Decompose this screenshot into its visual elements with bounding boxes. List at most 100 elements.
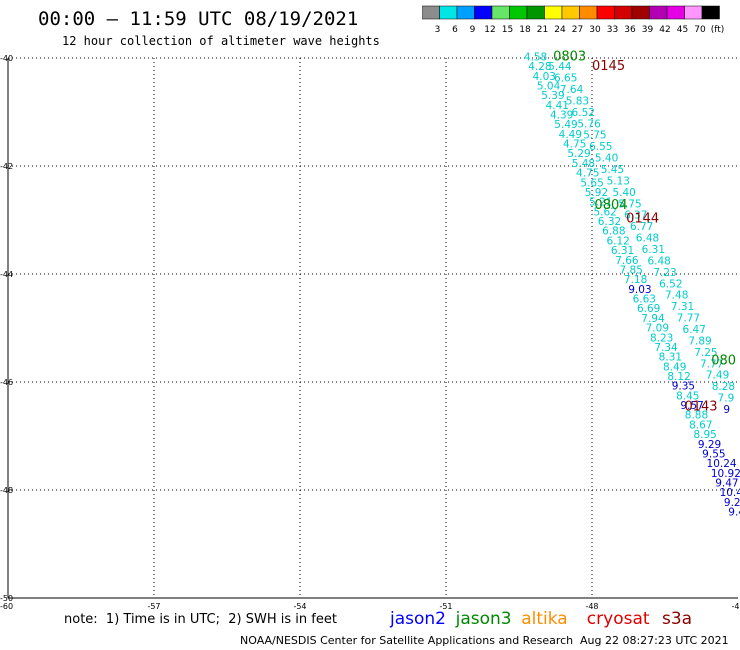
wave-height-reading: 5.45: [601, 164, 624, 176]
wave-height-reading: 8.12: [667, 371, 690, 383]
colorbar-label: 27: [572, 25, 583, 35]
note-text: note: 1) Time is in UTC; 2) SWH is in fe…: [64, 612, 337, 627]
pass-time-label: 0144: [626, 211, 659, 226]
wave-height-colorbar: 3 6 9 12 15 18 21 24 27 30 33 36 39 42 45 70 (ft): [422, 5, 725, 35]
wave-height-reading: 8.31: [659, 352, 682, 364]
wave-height-reading: 9.03: [628, 284, 651, 296]
colorbar-label: 39: [642, 25, 654, 35]
colorbar-label: 9: [470, 25, 476, 35]
page-subtitle: 12 hour collection of altimeter wave hei…: [62, 34, 380, 48]
wave-height-reading: 10.24: [707, 458, 737, 470]
colorbar-label: 15: [502, 25, 513, 35]
colorbar-label: 24: [554, 25, 566, 35]
colorbar-label: (ft): [711, 25, 725, 35]
colorbar-label: 33: [607, 25, 618, 35]
wave-height-reading: 7.77: [700, 358, 723, 370]
wave-height-reading: 7.9: [718, 393, 735, 405]
wave-height-reading: 6.55: [589, 141, 612, 153]
wave-height-reading: 6.47: [683, 324, 706, 336]
wave-height-reading: 6.31: [611, 245, 634, 257]
wave-height-reading: 5.83: [566, 95, 589, 107]
colorbar-label: 45: [677, 25, 688, 35]
pass-time-label: 0804: [594, 198, 627, 213]
wave-height-reading: 7.49: [706, 370, 729, 382]
longitude-tick-label: -51: [439, 602, 452, 611]
latitude-tick-label: -40: [0, 54, 13, 63]
wave-height-reading: 5.76: [577, 118, 601, 130]
colorbar-label: 3: [435, 25, 441, 35]
wave-height-reading: 10.44: [720, 487, 740, 499]
wave-height-reading: 7.34: [654, 342, 678, 354]
longitude-tick-label: -54: [293, 602, 306, 611]
colorbar-label: 70: [694, 25, 706, 35]
wave-height-reading: 5.65: [580, 177, 603, 189]
latitude-tick-label: -46: [0, 378, 13, 387]
wave-height-reading: 5.49: [554, 119, 577, 131]
wave-height-reading: 5.75: [618, 198, 641, 210]
latitude-tick-label: -50: [0, 594, 13, 603]
wave-height-reading: 5.44: [548, 61, 572, 73]
wave-height-reading: 5.75: [583, 130, 606, 142]
colorbar-label: 42: [659, 25, 670, 35]
wave-height-reading: 7.94: [641, 313, 665, 325]
wave-height-reading: 5.48: [572, 158, 595, 170]
wave-height-reading: 4.49: [559, 129, 582, 141]
legend-cryosat: cryosat: [586, 609, 650, 629]
wave-height-reading: 5.04: [537, 80, 561, 92]
wave-height-reading: 6.32: [598, 216, 621, 228]
wave-height-reading: 5.29: [567, 148, 590, 160]
wave-height-reading: 8.23: [650, 332, 673, 344]
wave-height-reading: 7.18: [624, 274, 647, 286]
wave-height-reading: 7.64: [560, 84, 584, 96]
colorbar-label: 18: [519, 25, 531, 35]
wave-height-reading: 5.21: [589, 197, 612, 209]
colorbar-swatch: [701, 5, 720, 20]
wave-height-reading: 9: [723, 404, 730, 416]
latitude-tick-label: -42: [0, 162, 13, 171]
wave-height-reading: 5.62: [593, 206, 616, 218]
wave-height-reading: 5.39: [541, 90, 564, 102]
legend-s3a: s3a: [662, 609, 693, 629]
wave-height-reading: 8.95: [693, 429, 716, 441]
wave-height-reading: 6.37: [624, 210, 647, 222]
longitude-tick-label: -57: [147, 602, 160, 611]
wave-height-reading: 4.75: [563, 139, 586, 151]
wave-height-reading: 4.28: [528, 61, 551, 73]
wave-height-reading: 6.88: [602, 226, 625, 238]
latitude-tick-label: -48: [0, 486, 13, 495]
wave-height-reading: 6.65: [554, 73, 577, 85]
wave-height-reading: 9.47: [715, 478, 738, 490]
legend-jason2: jason2: [390, 609, 446, 629]
wave-height-reading: 4.58: [524, 51, 547, 63]
wave-height-reading: 6.31: [642, 244, 665, 256]
wave-height-reading: 6.77: [630, 221, 653, 233]
credit-text: NOAA/NESDIS Center for Satellite Applica…: [240, 634, 574, 647]
longitude-tick-label: -48: [585, 602, 598, 611]
wave-height-reading: 5.13: [607, 175, 630, 187]
legend-altika: altika: [521, 609, 568, 629]
corner-tick-label: -60: [0, 602, 13, 611]
wave-height-reading: 9.4: [728, 507, 740, 519]
pass-time-label: 0143: [684, 399, 717, 414]
wave-height-reading: 8.45: [676, 390, 699, 402]
legend-jason3: jason3: [455, 609, 512, 629]
colorbar-label: 6: [452, 25, 458, 35]
wave-height-reading: 5.40: [595, 153, 618, 165]
wave-height-reading: 8.88: [685, 410, 708, 422]
colorbar-label: 30: [589, 25, 601, 35]
wave-height-reading: 6.48: [636, 233, 659, 245]
pass-time-label: 080: [711, 353, 736, 368]
longitude-tick-label: -45: [731, 602, 740, 611]
wave-height-reading: 8.49: [663, 361, 686, 373]
wave-height-reading: 7.77: [677, 313, 700, 325]
wave-height-reading: 6.48: [647, 255, 670, 267]
wave-height-reading: 7.23: [653, 267, 676, 279]
wave-height-reading: 10.92: [711, 468, 740, 480]
colorbar-label: 12: [484, 25, 495, 35]
wave-height-reading: 6.63: [633, 294, 656, 306]
wave-height-reading: 9.55: [702, 448, 725, 460]
wave-height-reading: 6.69: [637, 303, 660, 315]
latitude-tick-label: -44: [0, 270, 13, 279]
pass-time-label: 0803: [553, 49, 586, 64]
